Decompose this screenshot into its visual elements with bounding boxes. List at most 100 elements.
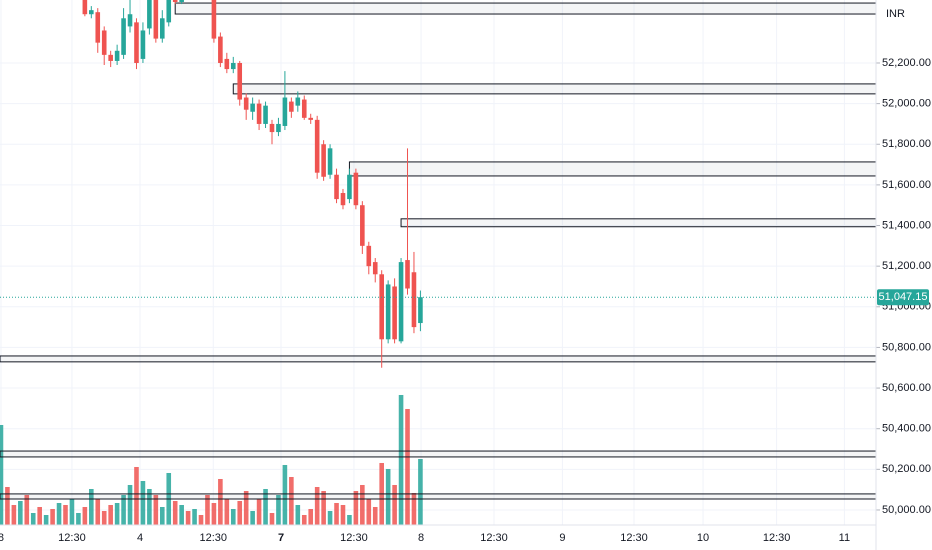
candle-body [366,245,372,267]
candle-body [347,174,352,200]
volume-bar [230,508,236,525]
volume-bar [372,506,378,525]
volume-bar [185,510,191,525]
volume-bar [147,488,152,525]
candle-body [385,284,391,340]
volume-bar [18,500,23,525]
volume-bar [224,498,230,525]
grid [0,0,876,525]
volume-bar [295,504,301,525]
volume-bar [405,408,410,525]
x-tick-label: 10 [697,532,709,544]
y-tick-label: 52,000.00 [882,98,931,110]
volume-bar [353,490,359,525]
x-tick-label: 12:30 [620,532,648,544]
candle-body [237,62,243,100]
volume-bar [63,504,68,525]
candle-body [101,30,107,55]
candle-body [114,50,120,61]
x-tick-label: 12:30 [340,532,368,544]
volume-bar [334,502,339,525]
volume-bar [24,494,30,525]
candle-body [282,97,288,126]
y-tick-label: 51,600.00 [882,179,931,191]
volume-bar [69,498,75,525]
zone [174,2,876,15]
volume-bar [411,492,417,525]
volume-bar [114,502,120,525]
x-tick-label: 12:30 [480,532,508,544]
candle-body [308,117,314,120]
candle-body [230,62,236,70]
zone [0,493,876,500]
x-tick-label: 12:30 [763,532,791,544]
volume-bar [153,494,159,525]
x-tick-label: 8 [418,532,424,544]
zone [0,450,876,458]
volume-bar [301,514,307,525]
candle-body [276,123,281,133]
volume-bar [76,512,81,525]
x-tick-label: 12:30 [58,532,86,544]
candle-body [211,0,217,39]
volume-bar [398,394,404,525]
volume-bar [237,500,243,525]
candle-body [166,0,172,23]
last-price-label: 51,047.15 [879,291,928,303]
candle-body [411,272,417,328]
candle-body [418,297,423,324]
candle-body [340,193,346,206]
volume-bar [43,514,49,525]
candle-body [108,54,113,61]
volume-bar [314,486,320,525]
candle-body [140,30,146,59]
volume-bar [269,512,275,525]
x-tick-label: 8 [0,532,4,544]
y-tick-label: 50,400.00 [882,423,931,435]
volume-bar [205,494,210,525]
y-tick-label: 50,000.00 [882,504,931,516]
candle-body [224,58,230,70]
volume-bar [327,510,333,525]
volume-bar [0,424,4,525]
volume-bar [340,504,346,525]
volume-bar [82,506,88,525]
volume-bar [89,488,94,525]
volume-bar [418,458,423,525]
candle-body [321,144,326,177]
candle-body [372,262,378,275]
candle-body [360,205,365,246]
volume-bar [321,490,326,525]
y-tick-label: 51,200.00 [882,260,931,272]
volume-bar [243,490,249,525]
y-tick-label: 51,400.00 [882,219,931,231]
candle-body [121,18,126,55]
volume-bar [392,484,397,525]
candle-body [243,97,249,110]
candle-body [398,262,404,342]
candle-body [95,12,101,43]
volume-bar [37,506,42,525]
volume-bar [360,484,365,525]
candle-body [327,148,333,175]
y-tick-label: 52,200.00 [882,57,931,69]
volume-bar [366,498,372,525]
zones [0,2,876,500]
zone [232,83,876,95]
candle-body [269,123,275,133]
volume-bar [159,506,165,525]
candle-body [334,174,339,200]
currency-label: INR [886,8,905,20]
volume-bar [276,494,281,525]
candle-body [379,274,384,340]
zone [400,218,876,228]
volume-bar [121,494,126,525]
candle-body [179,0,184,3]
volume-bar [256,498,262,525]
y-tick-label: 50,200.00 [882,463,931,475]
candle-body [147,0,152,29]
candle-body [295,97,301,106]
volume-bar [108,504,113,525]
